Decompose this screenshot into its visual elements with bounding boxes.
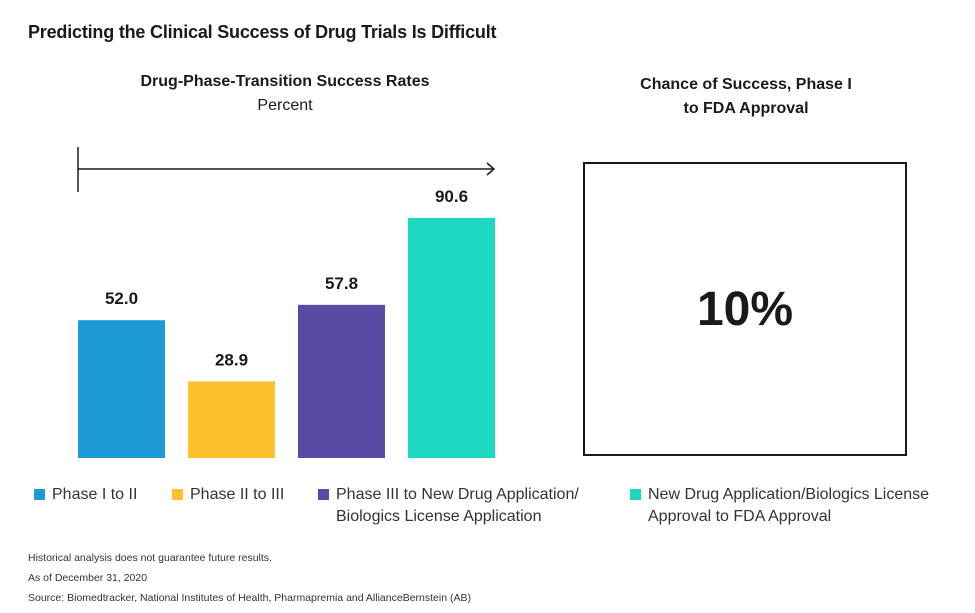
legend-label: New Drug Application/Biologics License A… [648, 484, 929, 528]
legend-label-line1: Phase III to New Drug Application/ [336, 486, 579, 503]
bar-value-label-phase-2-to-3: 28.9 [215, 350, 248, 369]
legend: Phase I to II Phase II to III Phase III … [0, 484, 975, 534]
bar-phase-1-to-2 [78, 320, 165, 458]
legend-label: Phase III to New Drug Application/ Biolo… [336, 484, 579, 528]
bars-group: 52.0 28.9 57.8 90.6 [78, 187, 495, 458]
source-note: Source: Biomedtracker, National Institut… [28, 592, 471, 604]
page-title: Predicting the Clinical Success of Drug … [28, 22, 497, 42]
bar-nda-to-fda [408, 217, 495, 458]
chart-title: Drug-Phase-Transition Success Rates [140, 73, 430, 90]
disclaimer-note: Historical analysis does not guarantee f… [28, 552, 272, 564]
legend-item-phase-2-to-3: Phase II to III [172, 484, 284, 506]
legend-label: Phase I to II [52, 484, 137, 506]
legend-label-line1: Phase I to II [52, 486, 138, 503]
bar-value-label-phase-1-to-2: 52.0 [105, 289, 138, 308]
date-note: As of December 31, 2020 [28, 572, 148, 584]
bar-phase-2-to-3 [188, 381, 275, 458]
legend-swatch [318, 489, 329, 500]
legend-label-line2: Approval to FDA Approval [648, 508, 832, 525]
legend-swatch [172, 489, 183, 500]
side-panel-title-line2: to FDA Approval [683, 100, 809, 117]
legend-item-phase-1-to-2: Phase I to II [34, 484, 137, 506]
bar-phase-3-to-nda [298, 304, 385, 458]
legend-label-line2: Biologics License Application [336, 508, 542, 525]
bar-value-label-phase-3-to-nda: 57.8 [325, 274, 358, 293]
legend-item-nda-to-fda: New Drug Application/Biologics License A… [630, 484, 929, 528]
legend-label-line1: Phase II to III [190, 486, 285, 503]
legend-label-line1: New Drug Application/Biologics License [648, 486, 930, 503]
side-panel-value: 10% [696, 282, 794, 336]
legend-label: Phase II to III [190, 484, 284, 506]
legend-swatch [630, 489, 641, 500]
bar-chart: 52.0 28.9 57.8 90.6 [77, 147, 496, 458]
side-panel-title-line1: Chance of Success, Phase I [640, 76, 852, 93]
side-panel-title: Chance of Success, Phase I to FDA Approv… [598, 73, 894, 121]
legend-swatch [34, 489, 45, 500]
chart-axis [77, 147, 496, 192]
chart-subtitle: Percent [257, 97, 313, 114]
footnotes: Historical analysis does not guarantee f… [28, 548, 471, 608]
bar-value-label-nda-to-fda: 90.6 [435, 187, 468, 206]
side-panel-box: 10% [583, 162, 907, 456]
legend-item-phase-3-to-nda: Phase III to New Drug Application/ Biolo… [318, 484, 579, 528]
axis-arrow-head [486, 162, 496, 176]
